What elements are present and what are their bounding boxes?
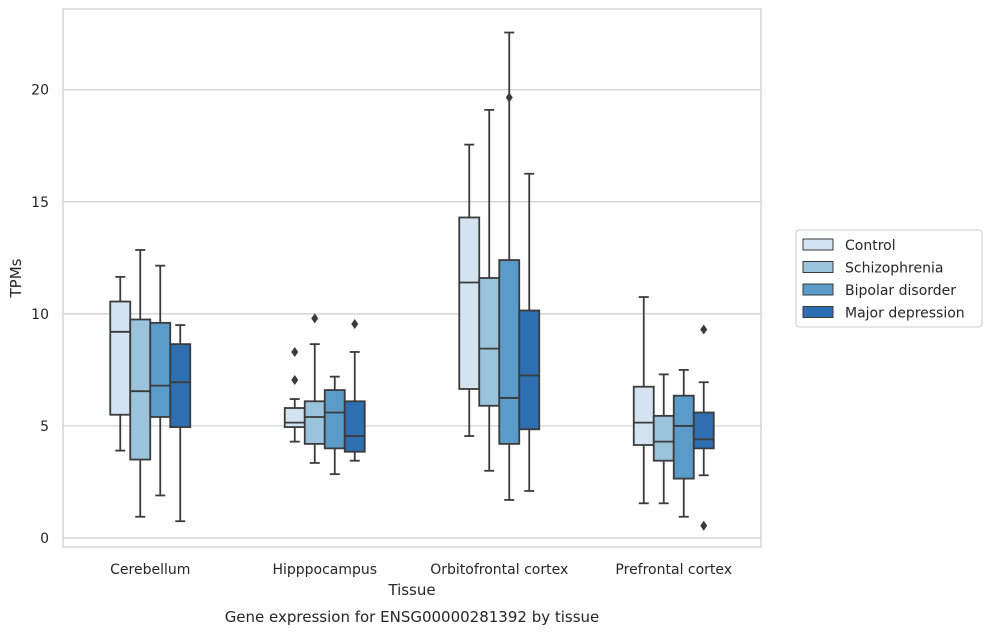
legend-swatch: [802, 283, 834, 296]
box: [498, 259, 521, 445]
outlier-point: [291, 374, 299, 385]
box-group: [632, 296, 655, 505]
y-tick-label: 10: [31, 307, 49, 323]
box: [518, 309, 541, 431]
box: [323, 389, 346, 450]
box: [458, 216, 481, 390]
y-tick-label: 15: [31, 195, 49, 211]
box-group: [343, 318, 366, 462]
outlier-point: [311, 313, 319, 324]
outlier-point: [700, 520, 708, 531]
box-group: [518, 172, 541, 492]
legend-label: Major depression: [845, 306, 965, 322]
y-tick-label: 20: [31, 83, 49, 99]
box-group: [323, 375, 346, 476]
outlier-point: [505, 92, 513, 103]
x-tick-label: Cerebellum: [110, 562, 190, 578]
box: [632, 385, 655, 446]
box-group: [692, 324, 715, 531]
legend-label: Schizophrenia: [845, 261, 943, 277]
box-group: [478, 108, 501, 472]
box-group: [169, 324, 192, 523]
legend-swatch: [802, 306, 834, 318]
box: [169, 343, 192, 428]
box-plots: [109, 31, 715, 531]
outlier-point: [291, 346, 299, 357]
box: [652, 414, 675, 462]
box: [478, 277, 501, 407]
box: [109, 300, 132, 416]
legend: Control Schizophrenia Bipolar disorder Majo…: [795, 229, 983, 328]
plot-background: [63, 9, 761, 547]
y-tick-labels: 0 5 10 15 20: [31, 83, 49, 547]
chart-caption: Gene expression for ENSG00000281392 by t…: [225, 608, 600, 626]
box: [343, 400, 366, 453]
legend-label: Control: [845, 238, 896, 254]
legend-swatch: [802, 238, 834, 251]
box: [303, 400, 326, 445]
outlier-point: [700, 324, 708, 335]
plot-frame: [62, 8, 762, 548]
x-tick-label: Prefrontal cortex: [615, 562, 732, 578]
box-group: [652, 373, 675, 505]
box: [672, 394, 695, 480]
box-group: [283, 346, 306, 443]
x-axis-label: Tissue: [387, 581, 435, 599]
y-axis-label: TPMs: [7, 258, 25, 298]
box: [129, 318, 152, 461]
x-tick-label: Orbitofrontal cortex: [430, 562, 568, 578]
legend-frame: [795, 229, 983, 328]
y-tick-label: 5: [40, 419, 49, 435]
outlier-point: [351, 318, 359, 329]
legend-label: Bipolar disorder: [845, 283, 956, 299]
box: [283, 407, 306, 428]
y-tick-label: 0: [40, 531, 49, 547]
box: [149, 321, 172, 418]
x-tick-label: Hipppocampus: [272, 562, 377, 578]
box: [692, 411, 715, 450]
box-group: [109, 275, 132, 452]
legend-swatch: [802, 261, 834, 273]
x-tick-labels: Cerebellum Hipppocampus Orbitofrontal cort…: [110, 562, 732, 578]
